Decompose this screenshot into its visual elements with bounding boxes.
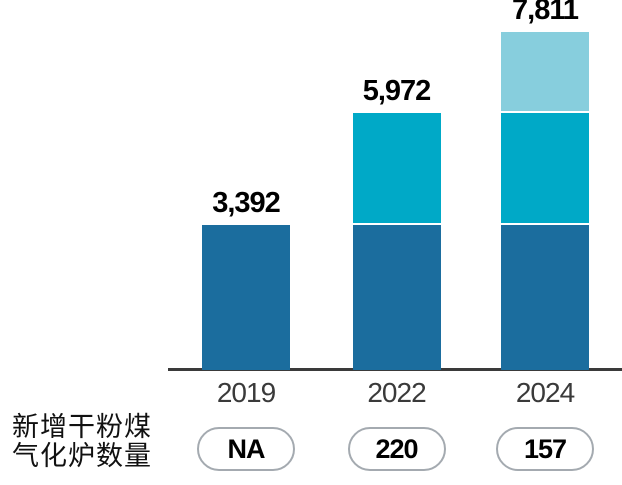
- x-axis-label-2022: 2022: [367, 377, 426, 408]
- gasifier-row-label: 新增干粉煤 气化炉数量: [12, 413, 152, 471]
- gasifier-count-pill-2019: NA: [197, 427, 295, 471]
- bar-2024-segment-3: [501, 32, 589, 113]
- bar-total-label-2019: 3,392: [212, 187, 281, 219]
- bar-total-label-2024: 7,811: [512, 0, 579, 26]
- bar-2019: [202, 225, 290, 370]
- gasifier-row-label-line1: 新增干粉煤: [12, 412, 152, 442]
- x-axis-label-2019: 2019: [216, 377, 276, 408]
- bar-total-label-2022: 5,972: [362, 75, 432, 107]
- bar-2024: [501, 32, 589, 370]
- gasifier-count-pill-2022: 220: [347, 427, 446, 471]
- bar-2019-segment-1: [202, 225, 290, 370]
- bar-2022-segment-2: [352, 113, 441, 225]
- bar-2022: [352, 113, 441, 370]
- bar-2024-segment-1: [501, 225, 589, 370]
- gasifier-count-pill-2024: 157: [496, 427, 594, 471]
- gasifier-row-label-line2: 气化炉数量: [12, 441, 152, 471]
- x-axis-label-2024: 2024: [515, 377, 575, 408]
- bar-2022-segment-1: [352, 225, 441, 370]
- bar-2024-segment-2: [501, 113, 589, 225]
